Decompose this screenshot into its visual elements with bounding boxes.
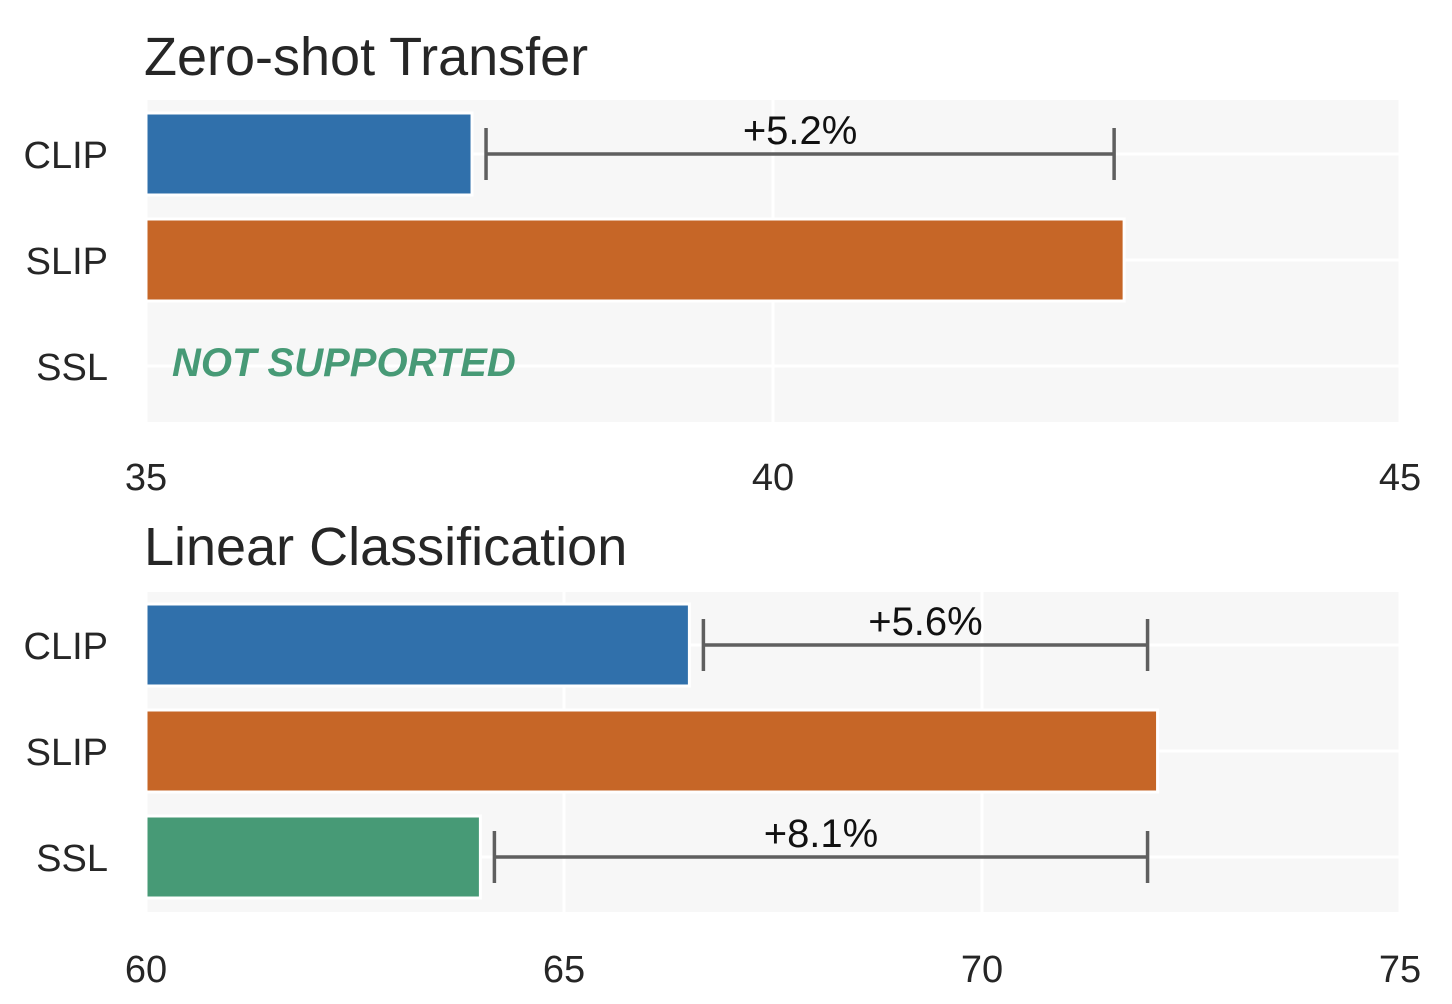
panel-zero-shot-transfer-tick-label-40: 40 — [752, 457, 794, 499]
panel-zero-shot-transfer-title: Zero-shot Transfer — [144, 27, 588, 87]
panel-linear-classification-bar-ssl — [144, 814, 482, 900]
panel-linear-classification-improvement-label-1: +8.1% — [764, 812, 879, 856]
panel-zero-shot-transfer-note-not-supported: NOT SUPPORTED — [172, 341, 516, 385]
panel-linear-classification-tick-label-65: 65 — [543, 949, 585, 991]
panel-linear-classification-tick-label-70: 70 — [961, 949, 1003, 991]
panel-zero-shot-transfer-category-label-ssl: SSL — [36, 347, 108, 389]
panel-linear-classification-improvement-0: +5.6% — [701, 600, 1150, 671]
panel-zero-shot-transfer-category-label-clip: CLIP — [24, 135, 108, 177]
panel-zero-shot-transfer: Zero-shot Transfer CLIP SLIP SSL 35 40 45 +5.2%… — [24, 27, 1422, 499]
panel-zero-shot-transfer-category-label-slip: SLIP — [26, 241, 108, 283]
panel-linear-classification-improvement-label-0: +5.6% — [868, 600, 983, 644]
panel-zero-shot-transfer-bar-clip — [144, 111, 474, 197]
panel-zero-shot-transfer-improvement-label-0: +5.2% — [743, 109, 858, 153]
panel-linear-classification-tick-label-75: 75 — [1379, 949, 1421, 991]
panel-linear-classification: Linear Classification CLIP SLIP SSL 60 65 70 75… — [24, 517, 1422, 991]
panel-zero-shot-transfer-tick-label-45: 45 — [1379, 457, 1421, 499]
panel-linear-classification-tick-label-60: 60 — [125, 949, 167, 991]
panel-zero-shot-transfer-improvement-0: +5.2% — [484, 109, 1116, 180]
panel-linear-classification-category-label-clip: CLIP — [24, 626, 108, 668]
panel-zero-shot-transfer-tick-label-35: 35 — [125, 457, 167, 499]
panel-linear-classification-bar-clip — [144, 602, 691, 688]
panel-linear-classification-improvement-1: +8.1% — [492, 812, 1150, 883]
panel-linear-classification-category-label-slip: SLIP — [26, 732, 108, 774]
panel-zero-shot-transfer-bar-slip — [144, 217, 1126, 303]
panel-linear-classification-bar-slip — [144, 708, 1160, 794]
panel-linear-classification-category-label-ssl: SSL — [36, 838, 108, 880]
panel-linear-classification-title: Linear Classification — [144, 517, 627, 577]
